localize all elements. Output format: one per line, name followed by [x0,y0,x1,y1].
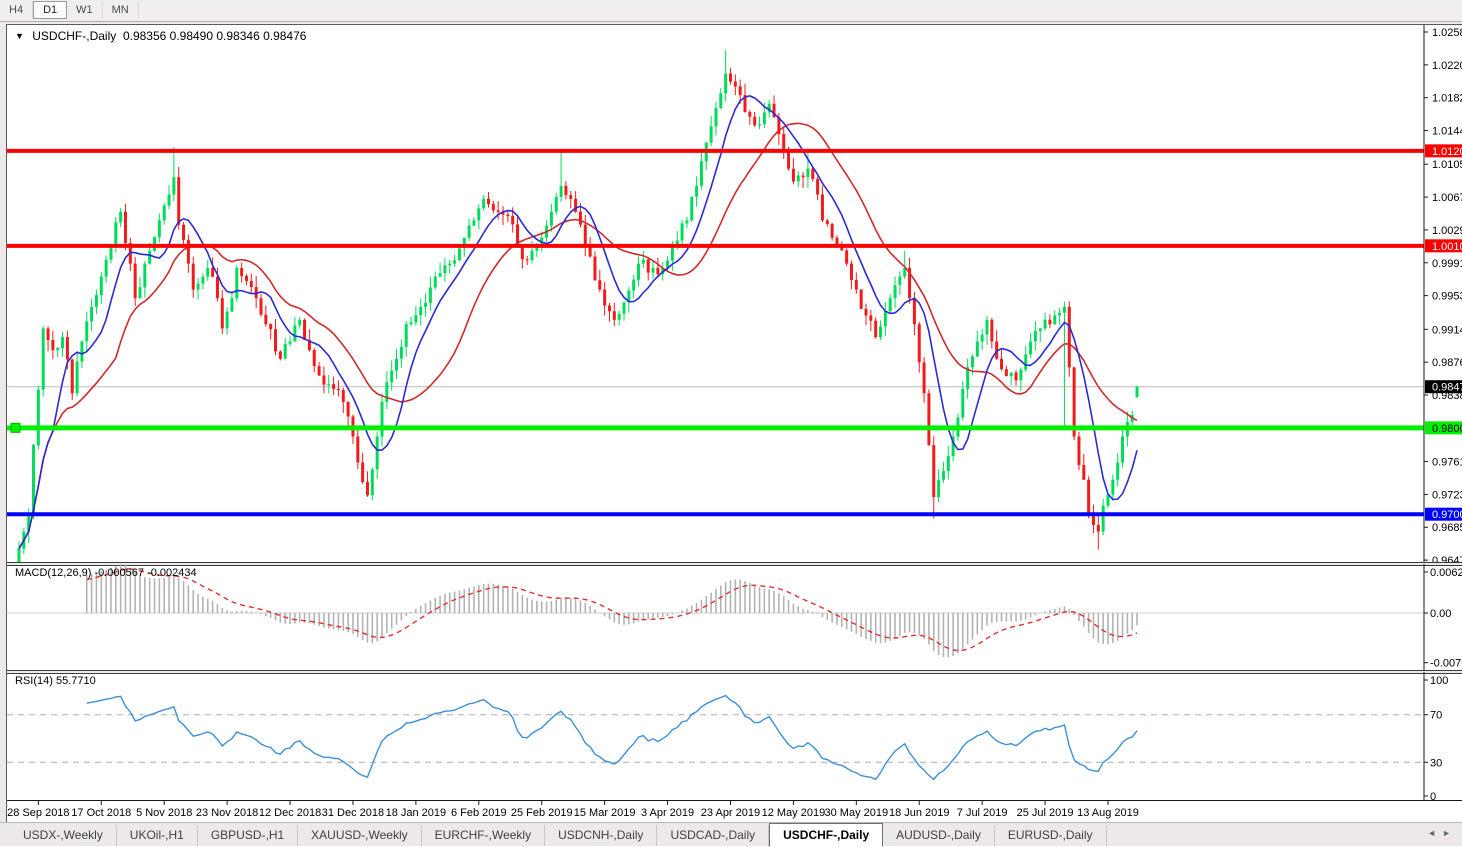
macd-pane[interactable]: 0.006286 0.00 -0.00762 [7,564,1462,670]
rsi-axis[interactable]: 100 70 30 0 [1423,672,1448,800]
pane-splitter-rsi[interactable] [7,670,1462,674]
svg-text:0.99530: 0.99530 [1432,291,1462,303]
chart-title: ▼ USDCHF-,Daily 0.98356 0.98490 0.98346 … [15,29,306,43]
chart-ohlc-values: 0.98356 0.98490 0.98346 0.98476 [122,29,307,43]
date-tick-label: 3 Apr 2019 [641,807,694,819]
svg-text:30: 30 [1430,757,1442,769]
chart-tab-usdcad-daily[interactable]: USDCAD-,Daily [657,825,770,846]
date-tick-label: 23 Nov 2018 [196,807,258,819]
chart-tab-eurusd-daily[interactable]: EURUSD-,Daily [995,825,1107,846]
date-tick-label: 28 Sep 2018 [7,807,69,819]
date-tick-label: 23 Apr 2019 [701,807,760,819]
svg-text:0.99140: 0.99140 [1432,324,1462,336]
date-tick-label: 12 Dec 2018 [259,807,321,819]
date-tick-label: 15 Mar 2019 [574,807,636,819]
rsi-indicator-label: RSI(14) 55.7710 [15,675,96,687]
date-axis[interactable]: 28 Sep 2018 17 Oct 2018 5 Nov 2018 23 Nov 2… [7,800,1462,822]
svg-text:1.02580: 1.02580 [1432,27,1462,39]
svg-text:0.96470: 0.96470 [1432,555,1462,562]
timeframe-button-h4[interactable]: H4 [0,1,34,19]
hline-handle[interactable] [10,422,21,433]
price-axis[interactable]: 1.02580 1.02200 1.01820 1.01440 1.01050 1.006… [1423,25,1462,562]
svg-text:0.00: 0.00 [1430,608,1451,620]
macd-axis[interactable]: 0.006286 0.00 -0.00762 [1423,564,1462,670]
date-tick-label: 25 Feb 2019 [511,807,573,819]
svg-text:1.02200: 1.02200 [1432,60,1462,72]
chart-tab-eurchf-weekly[interactable]: EURCHF-,Weekly [422,825,546,846]
main-chart-pane[interactable]: 1.02580 1.02200 1.01820 1.01440 1.01050 1.006… [7,25,1462,562]
date-tick-label: 12 May 2019 [762,807,826,819]
svg-text:0: 0 [1430,791,1436,800]
chart-tab-ukoil-h1[interactable]: UKOil-,H1 [117,825,198,846]
pane-splitter-macd[interactable] [7,562,1462,566]
timeframe-button-d1[interactable]: D1 [33,1,68,19]
chart-tab-usdx-weekly[interactable]: USDX-,Weekly [10,825,117,846]
chart-tab-audusd-daily[interactable]: AUDUSD-,Daily [883,825,995,846]
svg-text:1.00106: 1.00106 [1432,241,1462,253]
timeframe-toolbar: H4 D1 W1 MN [0,0,1462,22]
svg-text:1.01205: 1.01205 [1432,146,1462,158]
chart-tab-usdchf-daily[interactable]: USDCHF-,Daily [769,823,884,847]
chart-window: ▼ USDCHF-,Daily 0.98356 0.98490 0.98346 … [0,23,1462,822]
symbol-dropdown-icon[interactable]: ▼ [15,31,24,41]
candlestick-series [17,50,1139,562]
date-tick-label: 17 Oct 2018 [71,807,131,819]
chart-tab-bar: USDX-,Weekly UKOil-,H1 GBPUSD-,H1 XAUUSD-,W… [0,822,1462,847]
tabs-scroll-right-icon[interactable]: ► [1442,828,1457,838]
svg-text:0.98760: 0.98760 [1432,357,1462,369]
macd-signal-line [86,568,1138,652]
chart-tab-xauusd-weekly[interactable]: XAUUSD-,Weekly [298,825,422,846]
rsi-pane[interactable]: 100 70 30 0 [7,672,1462,800]
chart-tab-usdcnh-daily[interactable]: USDCNH-,Daily [545,825,658,846]
svg-text:0.98476: 0.98476 [1432,382,1462,394]
date-tick-label: 5 Nov 2018 [136,807,192,819]
date-tick-label: 31 Dec 2018 [322,807,384,819]
svg-text:1.00670: 1.00670 [1432,192,1462,204]
timeframe-button-mn[interactable]: MN [103,1,139,19]
chart-symbol-label: USDCHF-,Daily [32,29,117,43]
svg-text:100: 100 [1430,675,1448,687]
svg-text:0.96850: 0.96850 [1432,522,1462,534]
timeframe-button-w1[interactable]: W1 [67,1,103,19]
svg-text:-0.00762: -0.00762 [1430,658,1462,670]
date-tick-label: 18 Jun 2019 [889,807,950,819]
svg-text:1.01050: 1.01050 [1432,159,1462,171]
tabs-scroll-left-icon[interactable]: ◄ [1427,828,1443,838]
date-tick-label: 6 Feb 2019 [451,807,507,819]
date-tick-label: 18 Jan 2019 [386,807,447,819]
ma-slow-line [18,122,1138,550]
svg-text:0.97001: 0.97001 [1432,509,1462,521]
svg-text:0.97610: 0.97610 [1432,457,1462,469]
date-tick-label: 13 Aug 2019 [1077,807,1139,819]
chart-client-area: ▼ USDCHF-,Daily 0.98356 0.98490 0.98346 … [6,24,1462,822]
svg-text:70: 70 [1430,710,1442,722]
date-tick-label: 30 May 2019 [825,807,889,819]
macd-indicator-label: MACD(12,26,9) -0.000567 -0.002434 [15,567,197,579]
date-tick-label: 7 Jul 2019 [957,807,1008,819]
svg-text:0.98000: 0.98000 [1432,423,1462,435]
svg-text:0.006286: 0.006286 [1430,567,1462,579]
date-tick-label: 25 Jul 2019 [1017,807,1074,819]
svg-text:1.00290: 1.00290 [1432,225,1462,237]
ma-fast-line [18,94,1138,550]
svg-text:0.97230: 0.97230 [1432,489,1462,501]
svg-text:0.99910: 0.99910 [1432,258,1462,270]
chart-tab-gbpusd-h1[interactable]: GBPUSD-,H1 [198,825,299,846]
svg-text:1.01820: 1.01820 [1432,93,1462,105]
rsi-line [86,694,1138,781]
svg-text:1.01440: 1.01440 [1432,126,1462,138]
